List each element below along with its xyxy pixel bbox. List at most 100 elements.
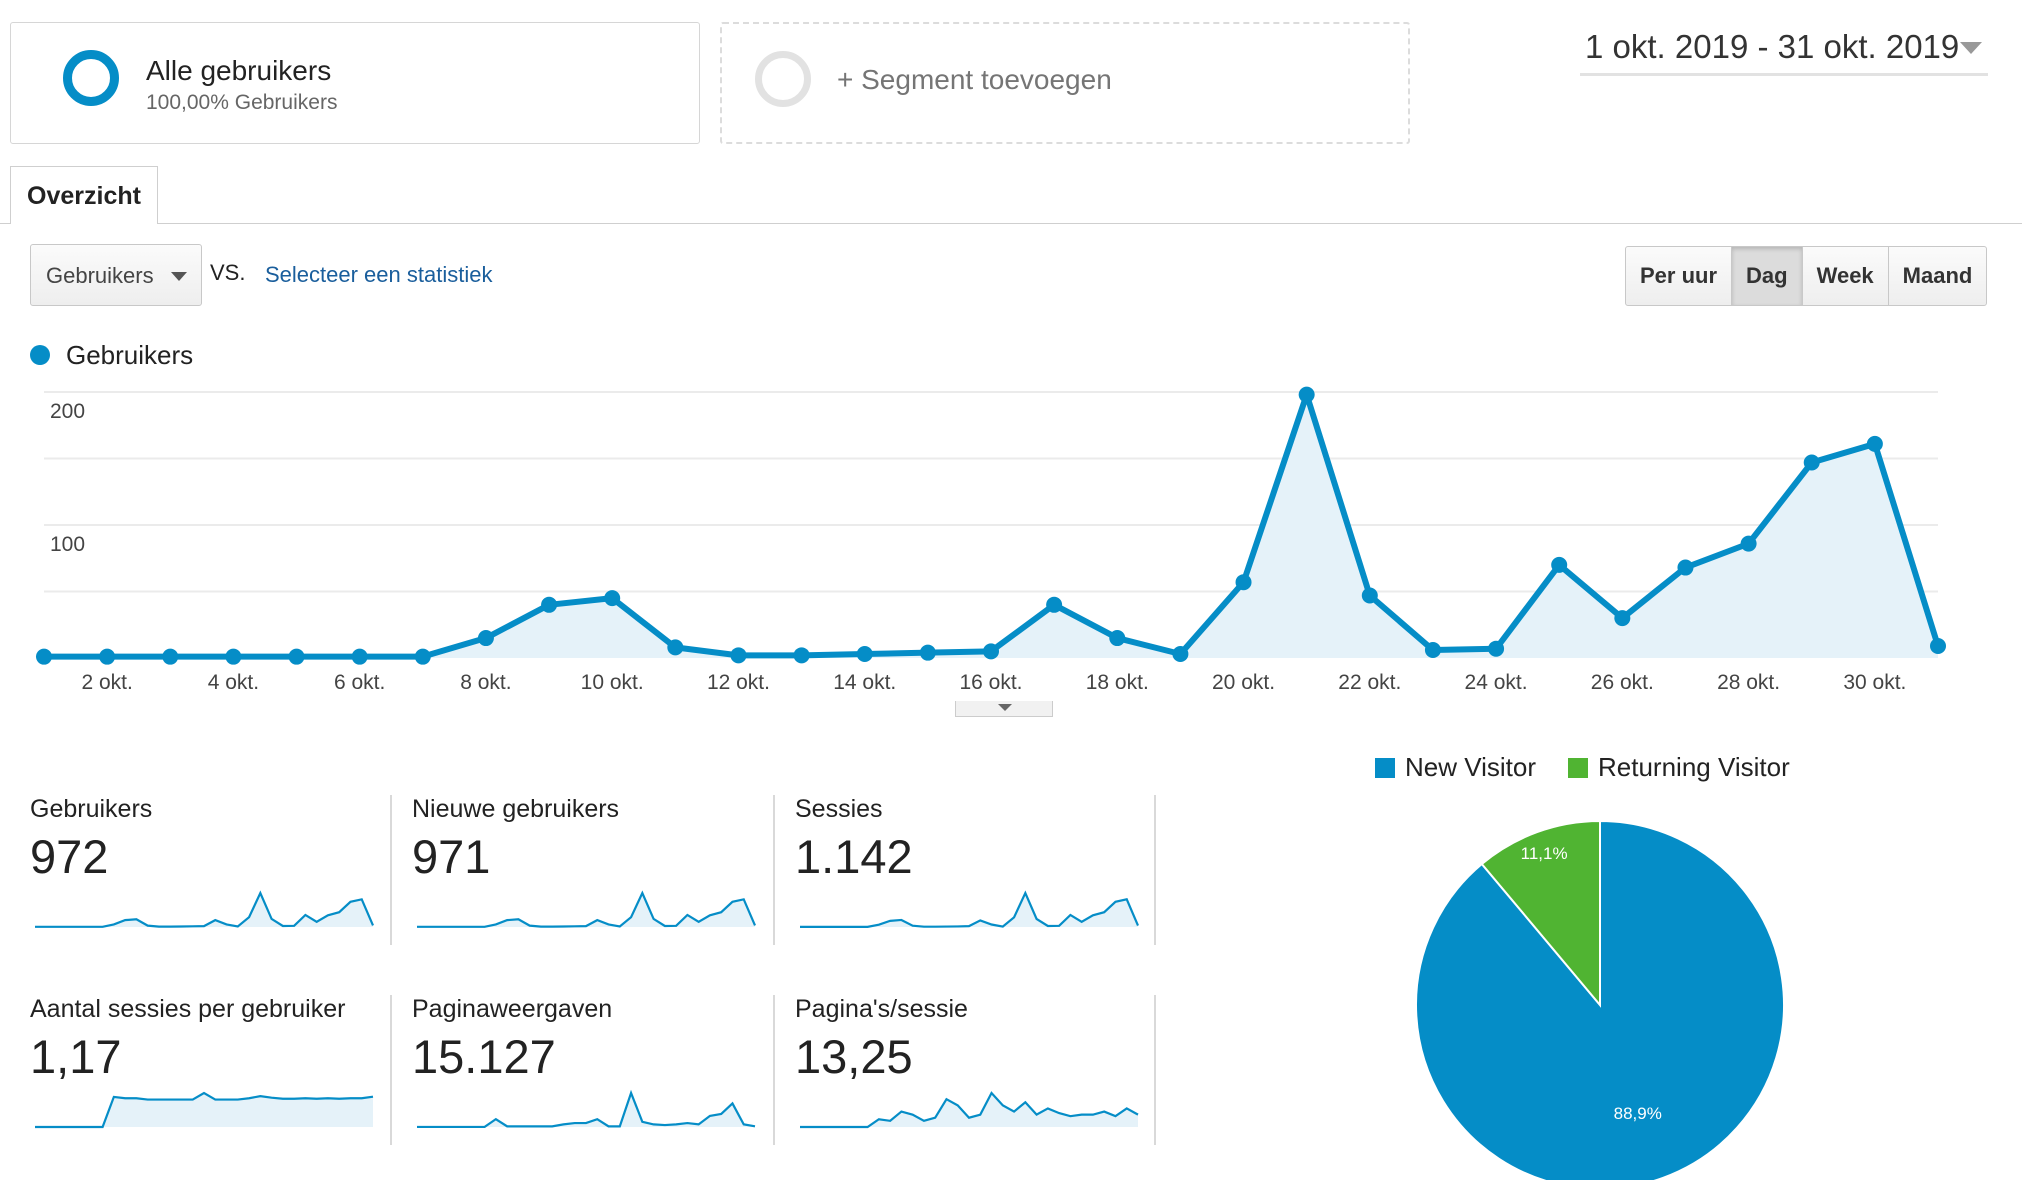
data-point[interactable] xyxy=(1740,535,1757,552)
sparkline-line xyxy=(800,890,1139,928)
data-point[interactable] xyxy=(730,647,747,664)
x-tick-label: 28 okt. xyxy=(1717,671,1780,694)
data-point[interactable] xyxy=(1109,630,1126,647)
data-point[interactable] xyxy=(856,646,873,663)
series-legend-dot xyxy=(30,345,50,365)
kpi-label: Nieuwe gebruikers xyxy=(412,795,620,823)
data-point[interactable] xyxy=(1551,556,1568,573)
kpi-value: 1,17 xyxy=(30,1030,122,1083)
data-point[interactable] xyxy=(36,648,52,665)
data-point[interactable] xyxy=(225,648,242,665)
metric-select-value: Gebruikers xyxy=(46,263,154,288)
data-point[interactable] xyxy=(1488,640,1505,657)
kpi-sparkline xyxy=(35,1091,374,1129)
data-point[interactable] xyxy=(541,596,558,613)
kpi-divider xyxy=(773,995,775,1145)
segment-all-users[interactable]: Alle gebruikers 100,00% Gebruikers xyxy=(10,22,700,144)
kpi-tile[interactable]: Paginaweergaven 15.127 xyxy=(412,995,772,1157)
data-point[interactable] xyxy=(99,648,116,665)
sparkline-area xyxy=(800,1093,1138,1127)
kpi-divider xyxy=(1154,795,1156,945)
x-tick-label: 12 okt. xyxy=(707,671,770,694)
kpi-tile[interactable]: Nieuwe gebruikers 971 xyxy=(412,795,772,957)
data-point[interactable] xyxy=(1235,574,1252,591)
x-tick-label: 30 okt. xyxy=(1843,671,1906,694)
data-point[interactable] xyxy=(1677,559,1694,576)
chart-collapse-toggle[interactable] xyxy=(955,701,1053,717)
returning-visitor-legend[interactable]: Returning Visitor xyxy=(1598,752,1790,782)
kpi-sparkline xyxy=(417,890,756,928)
sparkline-line xyxy=(417,890,756,928)
sparkline-area xyxy=(800,893,1138,927)
data-point[interactable] xyxy=(1866,435,1883,452)
data-point[interactable] xyxy=(414,648,431,665)
tab-overview[interactable]: Overzicht xyxy=(10,166,158,224)
kpi-value: 971 xyxy=(412,830,491,883)
data-point[interactable] xyxy=(351,648,368,665)
granularity-buttons: Per uur Dag Week Maand xyxy=(1625,246,1988,306)
kpi-value: 15.127 xyxy=(412,1030,556,1083)
data-point[interactable] xyxy=(983,643,999,660)
data-point[interactable] xyxy=(667,639,684,656)
data-point[interactable] xyxy=(162,648,179,665)
data-point[interactable] xyxy=(1803,454,1820,471)
data-point[interactable] xyxy=(288,648,305,665)
compare-metric-link[interactable]: Selecteer een statistiek xyxy=(265,262,493,287)
date-range-picker[interactable]: 1 okt. 2019 - 31 okt. 2019 xyxy=(1580,24,1988,76)
data-point[interactable] xyxy=(1361,587,1378,604)
new-visitor-legend[interactable]: New Visitor xyxy=(1405,752,1537,782)
data-point[interactable] xyxy=(604,590,621,607)
x-tick-label: 6 okt. xyxy=(334,671,385,694)
kpi-label: Paginaweergaven xyxy=(412,995,613,1023)
collapse-caret-icon xyxy=(998,704,1012,711)
pie-slice-label: 88,9% xyxy=(1614,1104,1662,1123)
pie-slice[interactable] xyxy=(1480,819,1601,1008)
data-point[interactable] xyxy=(919,644,936,661)
sparkline-line xyxy=(800,1091,1139,1129)
sparkline-line xyxy=(417,1089,756,1129)
x-tick-label: 10 okt. xyxy=(581,671,644,694)
sparkline-area xyxy=(35,893,373,927)
x-tick-label: 24 okt. xyxy=(1465,671,1528,694)
data-point[interactable] xyxy=(1424,642,1441,659)
add-segment-button[interactable]: + Segment toevoegen xyxy=(720,22,1410,144)
add-segment-label: + Segment toevoegen xyxy=(837,64,1112,95)
kpi-label: Gebruikers xyxy=(30,795,153,823)
granularity-week-button[interactable]: Week xyxy=(1801,246,1889,306)
kpi-tile[interactable]: Aantal sessies per gebruiker 1,17 xyxy=(30,995,390,1157)
pie-slice[interactable] xyxy=(1415,819,1785,1180)
data-point[interactable] xyxy=(1046,596,1063,613)
kpi-sparkline xyxy=(800,890,1139,928)
x-tick-label: 20 okt. xyxy=(1212,671,1275,694)
data-point[interactable] xyxy=(477,630,494,647)
x-tick-label: 4 okt. xyxy=(208,671,259,694)
kpi-tile[interactable]: Gebruikers 972 xyxy=(30,795,390,957)
x-tick-label: 22 okt. xyxy=(1338,671,1401,694)
segment-subtitle: 100,00% Gebruikers xyxy=(146,91,338,114)
pie-slice-label: 11,1% xyxy=(1521,844,1568,863)
granularity-month-button[interactable]: Maand xyxy=(1887,246,1988,306)
granularity-day-button[interactable]: Dag xyxy=(1731,246,1803,306)
visitor-type-pie-chart: 88,9% 11,1% xyxy=(1415,819,1785,1180)
data-point[interactable] xyxy=(793,647,810,664)
x-tick-label: 16 okt. xyxy=(959,671,1022,694)
kpi-value: 972 xyxy=(30,830,109,883)
x-tick-label: 18 okt. xyxy=(1086,671,1149,694)
data-point[interactable] xyxy=(1172,646,1189,663)
granularity-hour-button[interactable]: Per uur xyxy=(1625,246,1733,306)
segment-title: Alle gebruikers xyxy=(146,55,332,86)
data-point[interactable] xyxy=(1298,386,1315,403)
kpi-tile[interactable]: Sessies 1.142 xyxy=(795,795,1155,957)
x-tick-label: 8 okt. xyxy=(460,671,511,694)
sparkline-area xyxy=(35,1093,373,1127)
data-point[interactable] xyxy=(1614,610,1631,627)
kpi-divider xyxy=(1154,995,1156,1145)
metric-select[interactable]: Gebruikers xyxy=(30,244,202,306)
tab-bar-divider xyxy=(0,223,2022,224)
kpi-value: 13,25 xyxy=(795,1030,913,1083)
kpi-tile[interactable]: Pagina's/sessie 13,25 xyxy=(795,995,1155,1157)
y-tick-label: 200 xyxy=(50,400,85,423)
series-legend-label[interactable]: Gebruikers xyxy=(66,340,194,370)
y-tick-label: 100 xyxy=(50,533,85,556)
data-point[interactable] xyxy=(1930,638,1946,655)
